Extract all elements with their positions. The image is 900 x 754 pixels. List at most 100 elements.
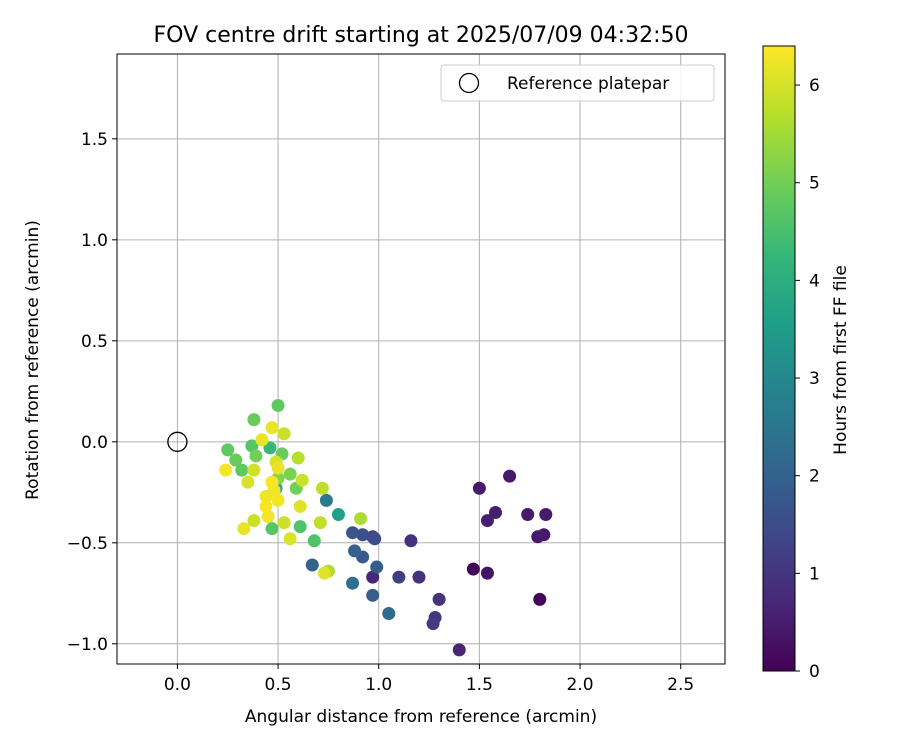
x-tick-label: 0.0 xyxy=(164,675,191,695)
data-point xyxy=(265,475,279,489)
data-point xyxy=(293,499,307,513)
colorbar-tick-label: 5 xyxy=(809,174,820,194)
data-point xyxy=(537,528,551,542)
data-point xyxy=(356,528,370,542)
data-point xyxy=(307,534,321,548)
y-tick-label: 0.0 xyxy=(81,433,108,453)
data-point xyxy=(319,493,333,507)
x-axis-label: Angular distance from reference (arcmin) xyxy=(245,707,597,727)
data-point xyxy=(291,451,305,465)
data-point xyxy=(249,449,263,463)
plot-frame xyxy=(116,53,726,665)
data-point xyxy=(354,512,368,526)
data-point xyxy=(488,506,502,520)
colorbar-tick-label: 4 xyxy=(809,271,820,291)
data-point xyxy=(521,508,535,522)
colorbar-tick-label: 6 xyxy=(809,76,820,96)
data-point xyxy=(366,570,380,584)
colorbar-tick-label: 2 xyxy=(809,467,820,487)
legend-box xyxy=(440,64,715,102)
colorbar-ticks: 0 1 2 3 4 5 6 xyxy=(795,76,820,682)
data-point xyxy=(392,570,406,584)
data-point xyxy=(412,570,426,584)
legend-label: Reference platepar xyxy=(507,74,669,94)
data-point xyxy=(293,520,307,534)
data-point xyxy=(452,643,466,657)
data-point xyxy=(245,439,259,453)
data-point xyxy=(241,475,255,489)
y-tick-label: −0.5 xyxy=(67,534,108,554)
data-point xyxy=(533,592,547,606)
data-point xyxy=(426,617,440,631)
y-tick-label: 1.5 xyxy=(81,130,108,150)
colorbar-tick-label: 1 xyxy=(809,564,820,584)
data-point xyxy=(480,514,494,528)
data-point xyxy=(480,566,494,580)
colorbar-gradient xyxy=(762,45,796,672)
data-point xyxy=(259,499,273,513)
data-point xyxy=(382,607,396,621)
data-point xyxy=(265,421,279,435)
legend-marker-open-circle xyxy=(458,72,480,94)
data-point xyxy=(317,566,331,580)
grid-lines xyxy=(117,54,725,664)
x-tick-label: 0.5 xyxy=(265,675,292,695)
chart-title: FOV centre drift starting at 2025/07/09 … xyxy=(154,23,689,48)
data-point xyxy=(432,592,446,606)
data-point xyxy=(404,534,418,548)
data-point xyxy=(261,510,275,524)
legend: Reference platepar xyxy=(440,64,715,102)
data-point xyxy=(503,469,517,483)
data-point xyxy=(277,427,291,441)
x-tick-label: 1.0 xyxy=(365,675,392,695)
data-point xyxy=(346,526,360,540)
x-tick-label: 1.5 xyxy=(466,675,493,695)
data-point xyxy=(366,588,380,602)
data-point xyxy=(237,522,251,536)
data-point xyxy=(370,560,384,574)
data-point xyxy=(277,516,291,530)
data-point xyxy=(263,441,277,455)
data-point xyxy=(283,532,297,546)
data-point xyxy=(255,433,269,447)
scatter-points xyxy=(167,398,553,657)
data-point xyxy=(271,398,285,412)
data-point xyxy=(466,562,480,576)
data-point xyxy=(247,413,261,427)
data-point xyxy=(265,522,279,536)
data-point xyxy=(271,493,285,507)
data-point xyxy=(315,481,329,495)
data-point xyxy=(305,558,319,572)
data-point xyxy=(283,467,297,481)
data-point xyxy=(472,481,486,495)
y-axis-label: Rotation from reference (arcmin) xyxy=(23,220,43,500)
data-point xyxy=(313,516,327,530)
y-tick-label: −1.0 xyxy=(67,635,108,655)
colorbar-tick-label: 3 xyxy=(809,369,820,389)
x-tick-label: 2.0 xyxy=(567,675,594,695)
y-tick-label: 1.0 xyxy=(81,231,108,251)
data-point xyxy=(247,514,261,528)
data-point xyxy=(219,463,233,477)
data-point xyxy=(331,508,345,522)
data-point xyxy=(247,463,261,477)
data-point xyxy=(221,443,235,457)
colorbar-tick-label: 0 xyxy=(809,662,820,682)
data-point xyxy=(271,461,285,475)
data-point xyxy=(346,576,360,590)
axis-ticks: 0.0 0.5 1.0 1.5 2.0 2.5 −1.0 −0.5 0.0 0.5 1.0 1.5 xyxy=(67,130,695,695)
reference-platepar-marker xyxy=(167,431,188,452)
data-point xyxy=(539,508,553,522)
x-tick-label: 2.5 xyxy=(667,675,694,695)
colorbar: 0 1 2 3 4 5 6 Hours from first FF file xyxy=(762,45,851,682)
data-point xyxy=(348,544,362,558)
data-point xyxy=(229,453,243,467)
data-point xyxy=(368,532,382,546)
data-point xyxy=(295,473,309,487)
y-tick-label: 0.5 xyxy=(81,332,108,352)
data-point xyxy=(235,463,249,477)
colorbar-label: Hours from first FF file xyxy=(831,265,851,455)
